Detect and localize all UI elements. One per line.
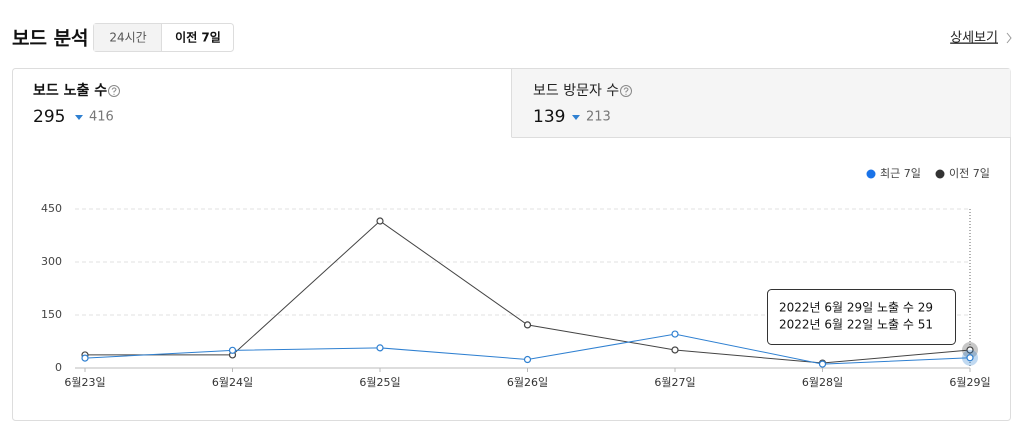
x-tick-label: 6월24일 xyxy=(212,375,253,389)
x-tick-label: 6월28일 xyxy=(802,375,843,389)
help-icon xyxy=(108,85,120,97)
y-tick-label: 150 xyxy=(41,308,62,321)
data-point xyxy=(966,354,974,362)
page-title: 보드 분석 xyxy=(12,28,89,50)
y-tick-label: 450 xyxy=(41,202,62,215)
data-point xyxy=(376,344,384,352)
data-point xyxy=(523,321,532,329)
tab[interactable] xyxy=(94,24,161,51)
down-arrow xyxy=(75,115,83,120)
tab-label[interactable]: 이전 7일 xyxy=(175,30,221,45)
legend-label: 최근 7일 xyxy=(880,166,921,180)
tooltip-line: 2022년 6월 29일 노출 수 29 xyxy=(779,301,933,315)
stat-label[interactable]: 보드 방문자 수 xyxy=(533,83,619,99)
down-arrow xyxy=(572,115,580,120)
data-point xyxy=(671,330,679,338)
legend-marker xyxy=(935,169,945,179)
stat-value: 139 xyxy=(533,107,565,127)
data-point xyxy=(81,354,89,362)
tooltip-line: 2022년 6월 22일 노출 수 51 xyxy=(779,318,933,332)
stat-label: 보드 노출 수 xyxy=(33,82,107,99)
stat-previous: 213 xyxy=(586,110,611,125)
data-point xyxy=(966,346,974,354)
chevron-icon xyxy=(1006,32,1012,44)
legend-marker xyxy=(866,169,876,179)
detail-link[interactable]: 상세보기 xyxy=(950,31,998,46)
x-tick-label: 6월29일 xyxy=(949,375,990,389)
x-tick-label: 6월23일 xyxy=(64,375,105,389)
data-point xyxy=(671,346,679,354)
stat-value: 295 xyxy=(33,107,65,127)
y-tick-label: 0 xyxy=(55,361,62,374)
x-tick-label: 6월27일 xyxy=(654,375,695,389)
data-point xyxy=(228,346,237,354)
x-tick-label: 6월26일 xyxy=(507,375,548,389)
stat-previous: 416 xyxy=(89,110,114,125)
chart: 0 150 300 450 6월23일 6월24일 6월25일 6월26일 6월27일 6월28일… xyxy=(41,166,991,389)
x-tick-label: 6월25일 xyxy=(359,375,400,389)
data-point xyxy=(376,217,384,225)
y-tick-label: 300 xyxy=(41,255,62,268)
tooltip xyxy=(767,289,956,345)
card xyxy=(12,68,1011,421)
tab-label[interactable]: 24시간 xyxy=(109,31,146,45)
legend-label: 이전 7일 xyxy=(949,166,990,180)
data-point xyxy=(818,360,827,368)
data-point xyxy=(523,355,532,364)
stat-tab[interactable] xyxy=(511,69,1011,137)
help-icon xyxy=(620,85,632,97)
